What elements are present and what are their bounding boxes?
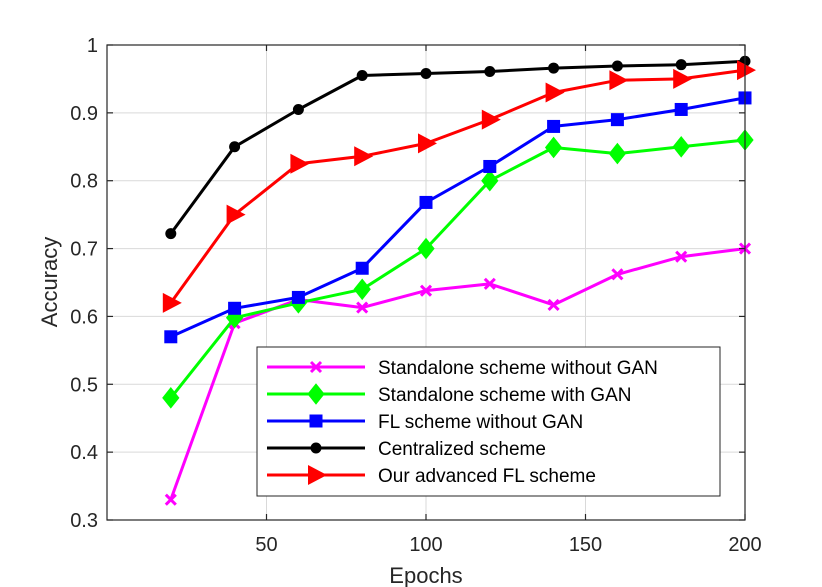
data-point [291,290,305,304]
axis-ticks [107,44,746,521]
data-point [164,493,177,506]
legend-label: Centralized scheme [378,439,546,460]
series-line [169,59,746,235]
series-2 [164,91,752,344]
series-line [169,138,746,399]
x-tick-label: 100 [409,534,442,556]
data-point [673,68,693,89]
data-point [354,146,374,167]
series-1 [162,129,754,409]
y-tick-label: 0.7 [70,239,98,261]
legend-item: Standalone scheme with GAN [267,383,631,406]
series-4 [162,60,756,313]
data-point [675,59,687,71]
data-point [545,82,565,103]
y-tick-label: 0.3 [70,510,98,532]
legend-label: Standalone scheme without GAN [378,358,658,379]
data-point [356,301,369,314]
legend-marker [310,442,322,454]
data-point [674,102,688,116]
legend-label: Our advanced FL scheme [378,466,596,487]
series-line [169,68,746,304]
x-axis-label: Epochs [389,563,462,587]
data-point [419,195,433,209]
data-point [672,135,690,158]
data-point [162,292,182,313]
data-point [229,141,241,153]
data-point [164,330,178,344]
legend-marker [308,465,327,485]
y-tick-label: 0.4 [70,442,98,464]
data-point [290,153,310,174]
data-point [355,261,369,275]
legend-label: Standalone scheme with GAN [378,385,631,406]
data-point [165,228,177,240]
tick-labels: 50 100 150 200 0.3 0.4 0.5 0.6 0.7 0.8 0.9 1 [70,35,762,556]
data-point [611,60,623,72]
data-point [226,204,246,225]
data-point [417,237,435,260]
data-point [353,278,371,301]
data-point [162,387,180,409]
legend-item: FL scheme without GAN [267,412,583,433]
data-point [609,70,629,91]
data-point [610,113,624,127]
data-point [356,70,368,82]
series-layer [162,55,756,506]
legend-marker [307,383,325,405]
y-tick-label: 0.8 [70,171,98,193]
series-3 [165,55,751,240]
legend-marker [309,360,323,374]
legend-marker [309,414,323,428]
data-point [547,298,560,311]
y-tick-label: 0.9 [70,103,98,125]
y-tick-label: 0.6 [70,306,98,328]
data-point [548,62,560,74]
data-point [481,169,499,192]
legend-label: FL scheme without GAN [378,412,583,433]
data-point [483,159,497,173]
legend-item: Standalone scheme without GAN [267,358,658,379]
data-point [292,103,304,115]
x-tick-label: 150 [569,534,602,556]
x-tick-label: 50 [255,534,277,556]
y-axis-label: Accuracy [37,237,62,327]
data-point [419,284,433,297]
y-tick-label: 0.5 [70,374,98,396]
data-point [418,133,437,154]
data-point [675,250,688,263]
y-tick-label: 1 [87,35,98,57]
series-line [170,96,746,339]
x-tick-label: 200 [728,534,761,556]
data-point [484,65,496,77]
data-point [481,109,501,130]
data-point [228,301,242,315]
legend: Standalone scheme without GAN Standalone … [256,346,721,497]
legend-item: Centralized scheme [267,439,546,460]
data-point [737,60,756,81]
data-point [611,268,624,281]
legend-item: Our advanced FL scheme [267,465,596,487]
data-point [420,68,432,79]
data-point [483,277,496,290]
data-point [544,136,563,159]
data-point [547,119,561,133]
data-point [608,142,627,165]
